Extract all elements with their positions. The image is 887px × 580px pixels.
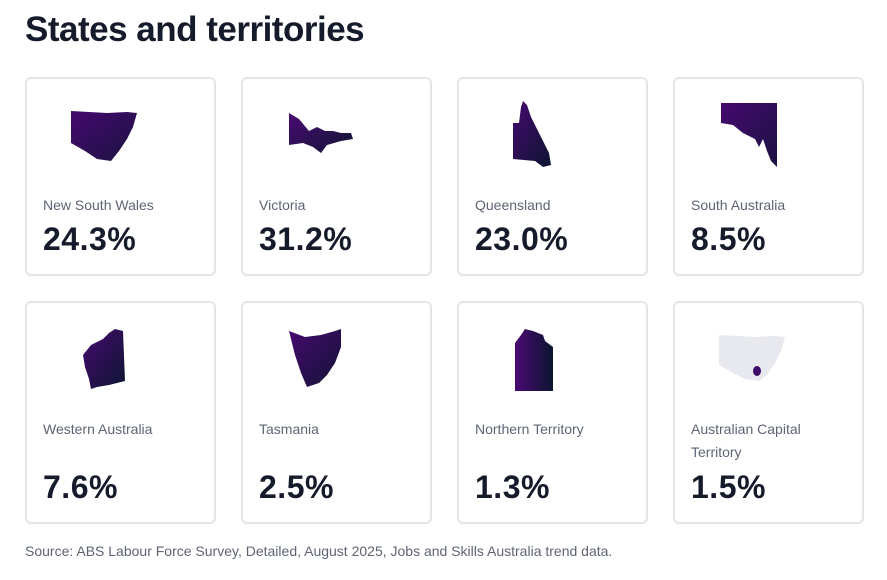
state-card-nsw[interactable]: New South Wales 24.3% — [25, 77, 216, 276]
state-card-western-australia[interactable]: Western Australia 7.6% — [25, 301, 216, 524]
state-card-northern-territory[interactable]: Northern Territory 1.3% — [457, 301, 648, 524]
queensland-map-icon — [499, 101, 571, 169]
tasmania-map-icon — [283, 325, 355, 393]
state-label: Tasmania — [259, 421, 319, 437]
victoria-map-icon — [283, 101, 355, 169]
south-australia-map-icon — [715, 101, 787, 169]
state-card-act[interactable]: Australian Capital Territory 1.5% — [673, 301, 864, 524]
state-label: New South Wales — [43, 197, 154, 213]
act-map-icon — [715, 325, 787, 393]
state-label: Queensland — [475, 197, 551, 213]
northern-territory-map-icon — [499, 325, 571, 393]
state-label: Australian Capital Territory — [691, 421, 801, 460]
state-value: 24.3% — [43, 221, 137, 257]
state-value: 1.3% — [475, 469, 550, 505]
state-value: 8.5% — [691, 221, 766, 257]
western-australia-map-icon — [67, 325, 139, 393]
state-value: 1.5% — [691, 469, 766, 505]
state-value: 7.6% — [43, 469, 118, 505]
state-card-south-australia[interactable]: South Australia 8.5% — [673, 77, 864, 276]
state-label: Western Australia — [43, 421, 153, 437]
state-label: Victoria — [259, 197, 306, 213]
state-card-tasmania[interactable]: Tasmania 2.5% — [241, 301, 432, 524]
source-note: Source: ABS Labour Force Survey, Detaile… — [25, 543, 613, 559]
state-value: 2.5% — [259, 469, 334, 505]
state-value: 31.2% — [259, 221, 353, 257]
state-value: 23.0% — [475, 221, 569, 257]
states-grid: New South Wales 24.3% Victoria 31.2% — [25, 77, 864, 524]
page-title: States and territories — [25, 10, 365, 49]
state-label: South Australia — [691, 197, 786, 213]
state-card-queensland[interactable]: Queensland 23.0% — [457, 77, 648, 276]
nsw-map-icon — [67, 101, 139, 169]
state-card-victoria[interactable]: Victoria 31.2% — [241, 77, 432, 276]
state-label: Northern Territory — [475, 421, 584, 437]
